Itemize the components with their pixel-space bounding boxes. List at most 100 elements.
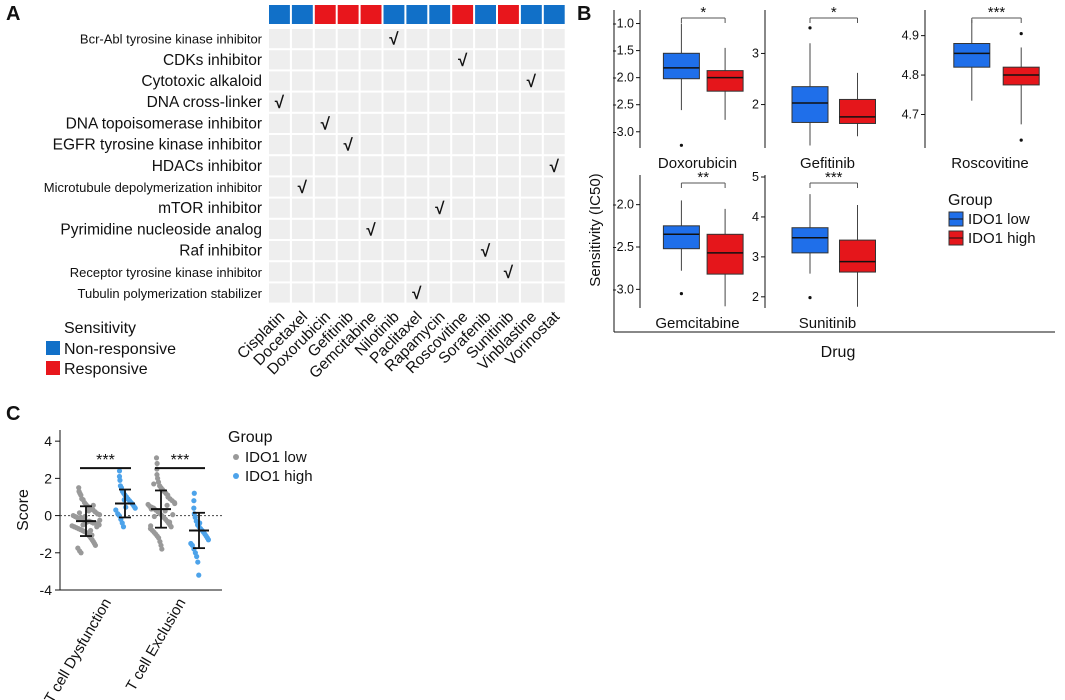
data-point [165, 492, 171, 498]
dots-t-cell-exclusion-ido1-high [188, 490, 212, 578]
legend-label-ido1-low: IDO1 low [968, 211, 1030, 228]
heatmap-cell [360, 113, 382, 133]
heatmap-cell [520, 177, 542, 197]
heatmap-cell [543, 283, 565, 303]
heatmap-cell [475, 71, 496, 91]
heatmap-cell [269, 241, 290, 261]
heatmap-cell [452, 198, 474, 218]
row-label-target: DNA cross-linker [147, 94, 262, 111]
category-label: T cell Exclusion [123, 596, 190, 695]
heatmap-cell [452, 156, 474, 176]
heatmap-cell [520, 29, 542, 49]
heatmap-cell [291, 198, 313, 218]
box-ido1-low [662, 225, 700, 250]
heatmap-cell [314, 71, 336, 91]
sensitivity-strip-cell [360, 5, 382, 24]
heatmap-cell [452, 177, 474, 197]
y-tick-label: -1.0 [612, 17, 634, 31]
row-label-target: HDACs inhibitor [152, 158, 262, 175]
heatmap-cell [360, 283, 382, 303]
data-point [132, 505, 138, 511]
heatmap-cell [291, 29, 313, 49]
check-mark: √ [550, 157, 560, 176]
heatmap-cell [475, 283, 496, 303]
heatmap-cell [383, 156, 405, 176]
panel-c-ylabel: Score [15, 489, 32, 531]
heatmap-cell [498, 92, 519, 112]
outlier-ido1-low [679, 143, 684, 147]
sensitivity-strip-cell [520, 5, 542, 24]
heatmap-cell [269, 113, 290, 133]
data-point [116, 468, 123, 474]
heatmap-cell [475, 262, 496, 282]
heatmap-cell [291, 135, 313, 155]
significance-stars: *** [988, 4, 1006, 21]
legend-swatch-non-responsive [46, 341, 60, 355]
heatmap-cell [314, 135, 336, 155]
data-point [87, 527, 94, 534]
y-tick-label: 5 [752, 170, 759, 184]
dots-t-cell-dysfunction-ido1-low [69, 485, 103, 556]
heatmap-cell [314, 198, 336, 218]
heatmap-cell [337, 262, 359, 282]
sensitivity-strip-cell [291, 5, 313, 24]
y-tick-label: -2.5 [612, 240, 634, 254]
heatmap-cell [291, 262, 313, 282]
heatmap-cell [383, 113, 405, 133]
sensitivity-strip-cell [314, 5, 336, 24]
panel-b-xlabel: Drug [821, 344, 856, 361]
heatmap-cell [314, 177, 336, 197]
heatmap-cell [543, 135, 565, 155]
heatmap-cell [406, 156, 428, 176]
heatmap-cell [314, 262, 336, 282]
boxplot-gemcitabine: -2.0 -2.5 -3.0 ** Gemcitabine [612, 169, 744, 332]
heatmap-cell [337, 71, 359, 91]
check-mark: √ [275, 93, 285, 112]
data-point [194, 553, 200, 560]
data-point [78, 550, 84, 556]
heatmap-cell [429, 50, 451, 70]
row-label-target: mTOR inhibitor [158, 200, 262, 217]
heatmap-cell [498, 156, 519, 176]
significance-stars: *** [96, 452, 115, 469]
heatmap-cell [383, 29, 405, 49]
significance-stars: *** [825, 169, 843, 186]
outlier-ido1-high [1019, 32, 1023, 36]
data-point [164, 502, 170, 508]
heatmap-cell [543, 241, 565, 261]
panel-c-scatter: C 4 2 0 -2 -4 Score *** *** T cell Dysfunction T c… [6, 403, 313, 700]
heatmap-cell [475, 50, 496, 70]
heatmap-cell [291, 283, 313, 303]
data-point [196, 572, 202, 578]
box-ido1-high [839, 98, 876, 124]
subplot-title-doxorubicin: Doxorubicin [658, 155, 737, 172]
heatmap-cell [406, 92, 428, 112]
box-ido1-high [1002, 66, 1040, 86]
y-tick-label: 2 [752, 290, 759, 304]
heatmap-cell [520, 219, 542, 239]
data-point [191, 490, 197, 496]
heatmap-cell [383, 135, 405, 155]
subplot-title-gefitinib: Gefitinib [800, 155, 855, 172]
row-label-target: Tubulin polymerization stabilizer [78, 286, 263, 301]
heatmap-cell [337, 177, 359, 197]
heatmap-cell [520, 283, 542, 303]
heatmap-cell [452, 71, 474, 91]
data-point [166, 519, 173, 525]
dots-t-cell-dysfunction-ido1-high [113, 468, 138, 530]
data-point [191, 498, 197, 504]
sensitivity-strip-cell [498, 5, 519, 24]
panel-c-letter: C [6, 403, 20, 425]
heatmap-cell [475, 219, 496, 239]
heatmap-cell [360, 71, 382, 91]
heatmap-cell [520, 262, 542, 282]
heatmap-cell [406, 283, 428, 303]
heatmap-cell [269, 262, 290, 282]
box-ido1-high [706, 70, 744, 92]
y-tick-label: 0 [44, 508, 52, 524]
heatmap-cell [406, 241, 428, 261]
legend-label-ido1-high: IDO1 high [245, 468, 313, 485]
row-label-target: CDKs inhibitor [163, 52, 262, 69]
check-mark: √ [527, 72, 537, 91]
heatmap-cell [291, 219, 313, 239]
